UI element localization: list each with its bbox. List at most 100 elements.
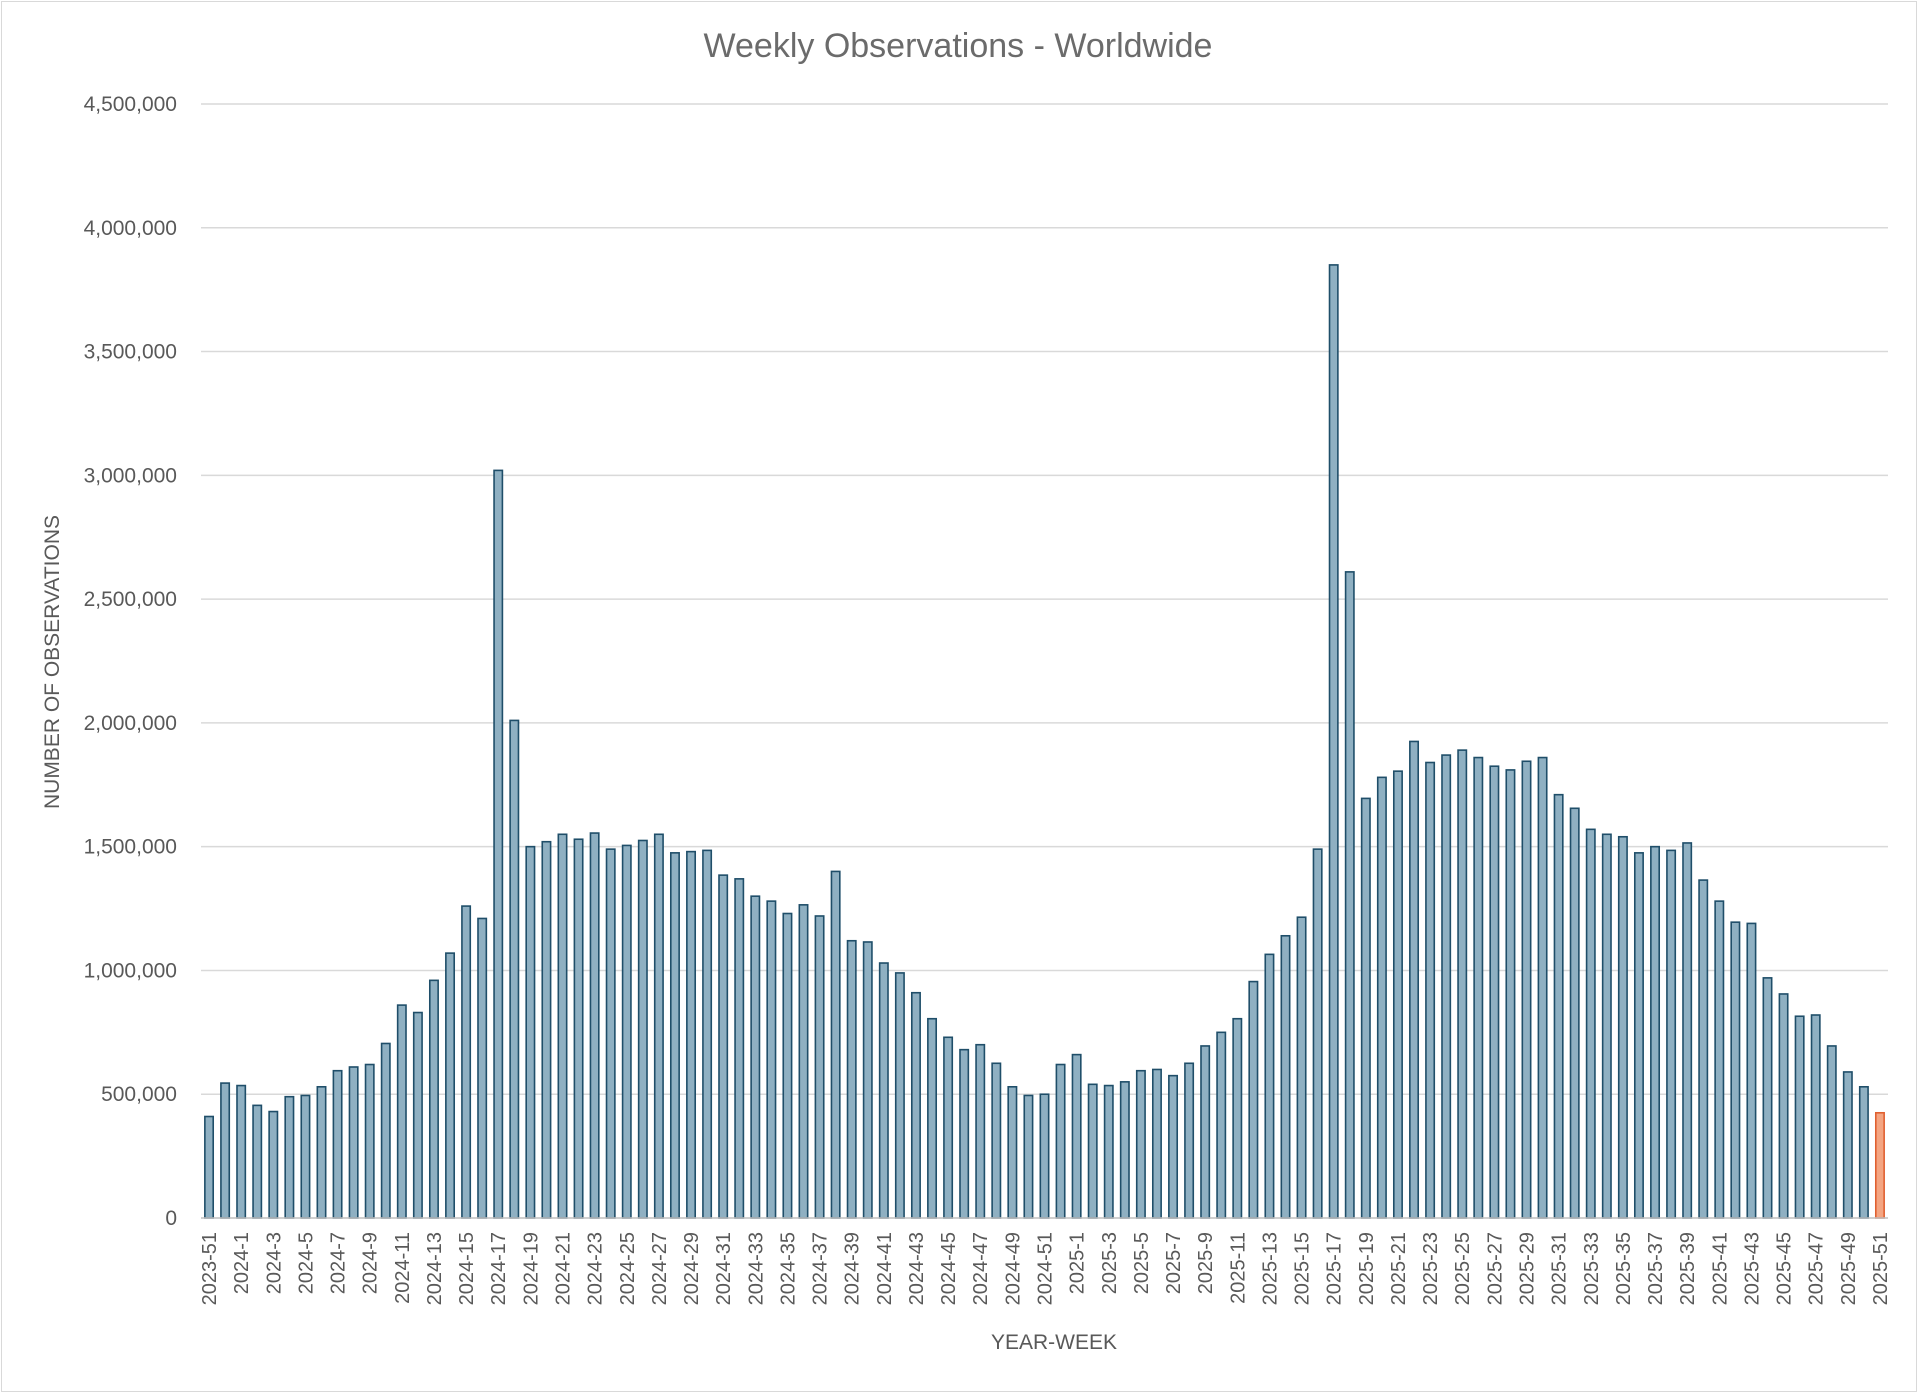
bar-2024-23 xyxy=(589,832,600,1219)
bar-2025-43 xyxy=(1746,922,1757,1219)
y-tick-label: 3,500,000 xyxy=(84,341,177,364)
bar-2024-43 xyxy=(910,991,921,1219)
bar-2025-17 xyxy=(1328,264,1339,1219)
bar-2024-17 xyxy=(493,469,504,1219)
bar-2024-39 xyxy=(846,939,857,1219)
bar-2024-28 xyxy=(669,852,680,1219)
bar-2024-25 xyxy=(621,844,632,1219)
bar-2025-27 xyxy=(1489,765,1500,1219)
bar-2025-7 xyxy=(1168,1074,1179,1219)
bar-2024-7 xyxy=(332,1069,343,1219)
bar-2025-13 xyxy=(1264,953,1275,1219)
bar-2024-9 xyxy=(364,1063,375,1219)
bar-2024-12 xyxy=(412,1011,423,1219)
x-tick-label: 2025-17 xyxy=(1324,1232,1346,1305)
x-tick-label: 2024-3 xyxy=(263,1232,285,1294)
bar-2025-5 xyxy=(1135,1069,1146,1219)
bar-2024-3 xyxy=(268,1110,279,1219)
y-tick-label: 4,500,000 xyxy=(84,93,177,116)
x-tick-label: 2024-19 xyxy=(520,1232,542,1305)
bar-2025-3 xyxy=(1103,1084,1114,1219)
bar-2024-19 xyxy=(525,845,536,1219)
y-tick-label: 500,000 xyxy=(101,1083,177,1106)
x-tick-label: 2024-45 xyxy=(938,1232,960,1305)
bar-2024-31 xyxy=(718,874,729,1219)
bar-2025-50 xyxy=(1858,1085,1869,1219)
bar-2025-21 xyxy=(1392,770,1403,1219)
x-tick-label: 2025-3 xyxy=(1099,1232,1121,1294)
x-tick-label: 2025-29 xyxy=(1517,1232,1539,1305)
y-tick-label: 4,000,000 xyxy=(84,217,177,240)
bar-2025-36 xyxy=(1633,852,1644,1219)
bar-2025-39 xyxy=(1682,842,1693,1219)
bar-2024-40 xyxy=(862,941,873,1219)
bar-2025-8 xyxy=(1184,1062,1195,1219)
x-tick-label: 2025-45 xyxy=(1774,1232,1796,1305)
bar-2024-6 xyxy=(316,1085,327,1219)
y-axis-ticks: 0 500,000 1,000,000 1,500,000 2,000,000 2,500… xyxy=(84,93,177,1230)
x-tick-label: 2025-41 xyxy=(1709,1232,1731,1305)
bar-2024-4 xyxy=(284,1095,295,1219)
bar-2025-2 xyxy=(1087,1083,1098,1219)
bar-2025-34 xyxy=(1601,833,1612,1219)
x-tick-label: 2025-5 xyxy=(1131,1232,1153,1294)
bar-2025-40 xyxy=(1698,879,1709,1219)
x-tick-label: 2024-51 xyxy=(1035,1232,1057,1305)
chart-title: Weekly Observations - Worldwide xyxy=(704,27,1213,65)
x-tick-label: 2025-7 xyxy=(1163,1232,1185,1294)
y-axis-label: NUMBER OF OBSERVATIONS xyxy=(41,515,64,809)
x-tick-label: 2024-17 xyxy=(488,1232,510,1305)
x-tick-label: 2024-13 xyxy=(424,1232,446,1305)
bars xyxy=(204,264,1885,1219)
bar-2025-44 xyxy=(1762,977,1773,1219)
bar-2024-47 xyxy=(975,1043,986,1219)
bar-2025-38 xyxy=(1666,849,1677,1219)
x-tick-label: 2025-23 xyxy=(1420,1232,1442,1305)
bar-2025-16 xyxy=(1312,848,1323,1219)
bar-2024-41 xyxy=(878,962,889,1219)
bar-2024-48 xyxy=(991,1062,1002,1219)
bar-2023-52 xyxy=(220,1082,231,1219)
bar-2024-8 xyxy=(348,1066,359,1219)
x-tick-label: 2023-51 xyxy=(199,1232,221,1305)
x-tick-label: 2024-15 xyxy=(456,1232,478,1305)
x-tick-label: 2025-13 xyxy=(1259,1232,1281,1305)
bar-2024-29 xyxy=(686,850,697,1219)
bar-2024-33 xyxy=(750,895,761,1219)
bar-2025-1 xyxy=(1071,1053,1082,1219)
y-tick-label: 3,000,000 xyxy=(84,464,177,487)
x-tick-label: 2024-1 xyxy=(231,1232,253,1294)
bar-2024-46 xyxy=(959,1048,970,1219)
bar-2025-41 xyxy=(1714,900,1725,1219)
x-tick-label: 2024-37 xyxy=(810,1232,832,1305)
x-tick-label: 2025-35 xyxy=(1613,1232,1635,1305)
bar-2024-20 xyxy=(541,840,552,1219)
x-tick-label: 2025-15 xyxy=(1292,1232,1314,1305)
bar-2025-4 xyxy=(1119,1081,1130,1219)
bar-2025-37 xyxy=(1650,845,1661,1219)
bar-2025-48 xyxy=(1826,1045,1837,1219)
bar-2024-18 xyxy=(509,719,520,1219)
x-tick-label: 2025-43 xyxy=(1741,1232,1763,1305)
x-tick-label: 2025-19 xyxy=(1356,1232,1378,1305)
bar-2025-11 xyxy=(1232,1017,1243,1219)
bar-2025-24 xyxy=(1441,754,1452,1219)
bar-2024-52 xyxy=(1055,1063,1066,1219)
bar-2024-11 xyxy=(396,1004,407,1219)
x-tick-label: 2024-7 xyxy=(328,1232,350,1294)
bar-2024-50 xyxy=(1023,1094,1034,1219)
x-tick-label: 2025-33 xyxy=(1581,1232,1603,1305)
bar-2025-49 xyxy=(1842,1071,1853,1219)
bar-2024-34 xyxy=(766,900,777,1219)
x-tick-label: 2024-47 xyxy=(970,1232,992,1305)
bar-2024-49 xyxy=(1007,1085,1018,1219)
x-axis-label: YEAR-WEEK xyxy=(991,1331,1117,1354)
x-tick-label: 2024-29 xyxy=(681,1232,703,1305)
x-tick-label: 2024-11 xyxy=(392,1232,414,1304)
bar-2025-14 xyxy=(1280,934,1291,1219)
x-tick-label: 2024-5 xyxy=(295,1232,317,1294)
bar-2025-46 xyxy=(1794,1015,1805,1219)
bar-2025-42 xyxy=(1730,921,1741,1219)
x-tick-label: 2024-27 xyxy=(649,1232,671,1305)
x-tick-label: 2025-21 xyxy=(1388,1232,1410,1305)
